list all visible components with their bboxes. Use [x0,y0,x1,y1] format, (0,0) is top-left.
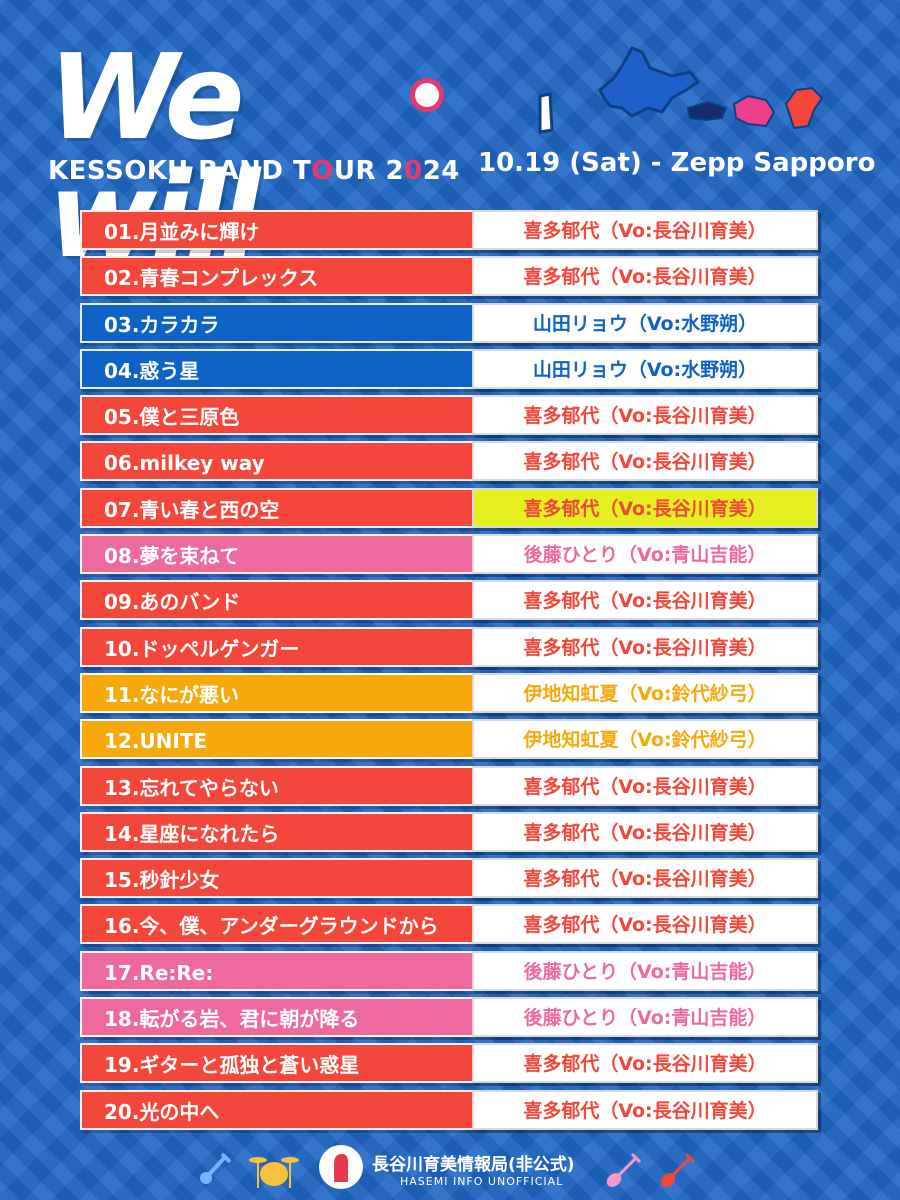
song-title: 14.星座になれたら [80,811,472,852]
song-title: 16.今、僕、アンダーグラウンドから [80,904,472,945]
song-title: 04.惑う星 [80,348,472,389]
artist-name: 喜多郁代（Vo:長谷川育美） [472,210,818,250]
song-title: 19.ギターと孤独と蒼い惑星 [80,1043,472,1084]
song-title: 02.青春コンプレックス [80,256,472,297]
artist-name: 伊地知虹夏（Vo:鈴代紗弓） [472,719,818,760]
bass-icon [200,1152,232,1184]
song-title: 13.忘れてやらない [80,765,472,806]
setlist-row: 03.カラカラ 山田リョウ（Vo:水野朔） [80,302,822,343]
artist-name: 喜多郁代（Vo:長谷川育美） [472,1089,818,1130]
artist-name: 喜多郁代（Vo:長谷川育美） [472,1043,818,1084]
song-title: 08.夢を束ねて [80,534,472,575]
drums-icon [249,1157,299,1188]
song-title: 18.転がる岩、君に朝が降る [80,997,472,1038]
logo-ring-icon [410,78,444,112]
japan-map-icon [522,38,842,138]
setlist-row: 20.光の中へ 喜多郁代（Vo:長谷川育美） [80,1089,822,1130]
setlist-row: 16.今、僕、アンダーグラウンドから 喜多郁代（Vo:長谷川育美） [80,904,822,945]
artist-name: 喜多郁代（Vo:長谷川育美） [472,395,818,436]
credit-subtitle: HASEMI INFO UNOFFICIAL [400,1175,564,1188]
setlist-row: 18.転がる岩、君に朝が降る 後藤ひとり（Vo:青山吉能） [80,997,822,1038]
song-title: 03.カラカラ [80,302,472,343]
setlist-row: 15.秒針少女 喜多郁代（Vo:長谷川育美） [80,858,822,899]
setlist: 01.月並みに輝け 喜多郁代（Vo:長谷川育美） 02.青春コンプレックス 喜多郁代（… [80,210,822,1136]
artist-name: 後藤ひとり（Vo:青山吉能） [472,997,818,1038]
setlist-row: 08.夢を束ねて 後藤ひとり（Vo:青山吉能） [80,534,822,575]
artist-name: 山田リョウ（Vo:水野朔） [472,348,818,389]
artist-name: 喜多郁代（Vo:長谷川育美） [472,487,818,528]
artist-name: 喜多郁代（Vo:長谷川育美） [472,580,818,621]
artist-name: 伊地知虹夏（Vo:鈴代紗弓） [472,672,818,713]
artist-name: 喜多郁代（Vo:長谷川育美） [472,256,818,297]
artist-name: 喜多郁代（Vo:長谷川育美） [472,765,818,806]
event-date-venue: 10.19 (Sat) - Zepp Sapporo [478,148,876,178]
artist-name: 喜多郁代（Vo:長谷川育美） [472,811,818,852]
tour-name: KESSOKU BAND TOUR 2024 [48,156,460,186]
setlist-row: 04.惑う星 山田リョウ（Vo:水野朔） [80,348,822,389]
setlist-row: 02.青春コンプレックス 喜多郁代（Vo:長谷川育美） [80,256,822,297]
setlist-row: 05.僕と三原色 喜多郁代（Vo:長谷川育美） [80,395,822,436]
artist-name: 喜多郁代（Vo:長谷川育美） [472,904,818,945]
artist-name: 喜多郁代（Vo:長谷川育美） [472,441,818,482]
hasemi-logo-icon [319,1145,363,1189]
song-title: 07.青い春と西の空 [80,487,472,528]
setlist-row: 14.星座になれたら 喜多郁代（Vo:長谷川育美） [80,811,822,852]
song-title: 17.Re:Re: [80,950,472,991]
artist-name: 山田リョウ（Vo:水野朔） [472,302,818,343]
setlist-row: 17.Re:Re: 後藤ひとり（Vo:青山吉能） [80,950,822,991]
song-title: 10.ドッペルゲンガー [80,626,472,667]
song-title: 01.月並みに輝け [80,210,472,250]
song-title: 09.あのバンド [80,580,472,621]
guitar-icon [660,1152,696,1187]
setlist-row: 07.青い春と西の空 喜多郁代（Vo:長谷川育美） [80,487,822,528]
setlist-row: 12.UNITE 伊地知虹夏（Vo:鈴代紗弓） [80,719,822,760]
song-title: 05.僕と三原色 [80,395,472,436]
setlist-row: 06.milkey way 喜多郁代（Vo:長谷川育美） [80,441,822,482]
setlist-row: 01.月並みに輝け 喜多郁代（Vo:長谷川育美） [80,210,822,250]
artist-name: 喜多郁代（Vo:長谷川育美） [472,858,818,899]
artist-name: 後藤ひとり（Vo:青山吉能） [472,534,818,575]
setlist-row: 13.忘れてやらない 喜多郁代（Vo:長谷川育美） [80,765,822,806]
artist-name: 後藤ひとり（Vo:青山吉能） [472,950,818,991]
setlist-row: 09.あのバンド 喜多郁代（Vo:長谷川育美） [80,580,822,621]
song-title: 11.なにが悪い [80,672,472,713]
setlist-row: 19.ギターと孤独と蒼い惑星 喜多郁代（Vo:長谷川育美） [80,1043,822,1084]
tour-logo: We will KESSOKU BAND TOUR 2024 [48,38,468,274]
song-title: 06.milkey way [80,441,472,482]
footer [0,1138,900,1200]
song-title: 12.UNITE [80,719,472,760]
artist-name: 喜多郁代（Vo:長谷川育美） [472,626,818,667]
song-title: 20.光の中へ [80,1089,472,1130]
setlist-row: 11.なにが悪い 伊地知虹夏（Vo:鈴代紗弓） [80,672,822,713]
guitar-icon [606,1152,642,1187]
setlist-row: 10.ドッペルゲンガー 喜多郁代（Vo:長谷川育美） [80,626,822,667]
credit-title: 長谷川育美情報局(非公式) [372,1155,575,1175]
song-title: 15.秒針少女 [80,858,472,899]
